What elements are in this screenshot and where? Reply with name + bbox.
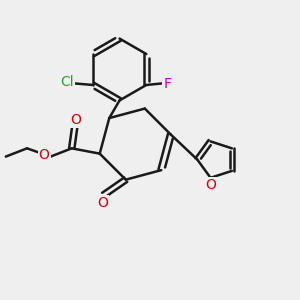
Text: O: O (39, 148, 50, 161)
Text: F: F (164, 77, 172, 91)
Text: O: O (70, 113, 81, 127)
Text: Cl: Cl (60, 75, 74, 89)
Text: O: O (206, 178, 217, 192)
Text: O: O (97, 196, 108, 210)
